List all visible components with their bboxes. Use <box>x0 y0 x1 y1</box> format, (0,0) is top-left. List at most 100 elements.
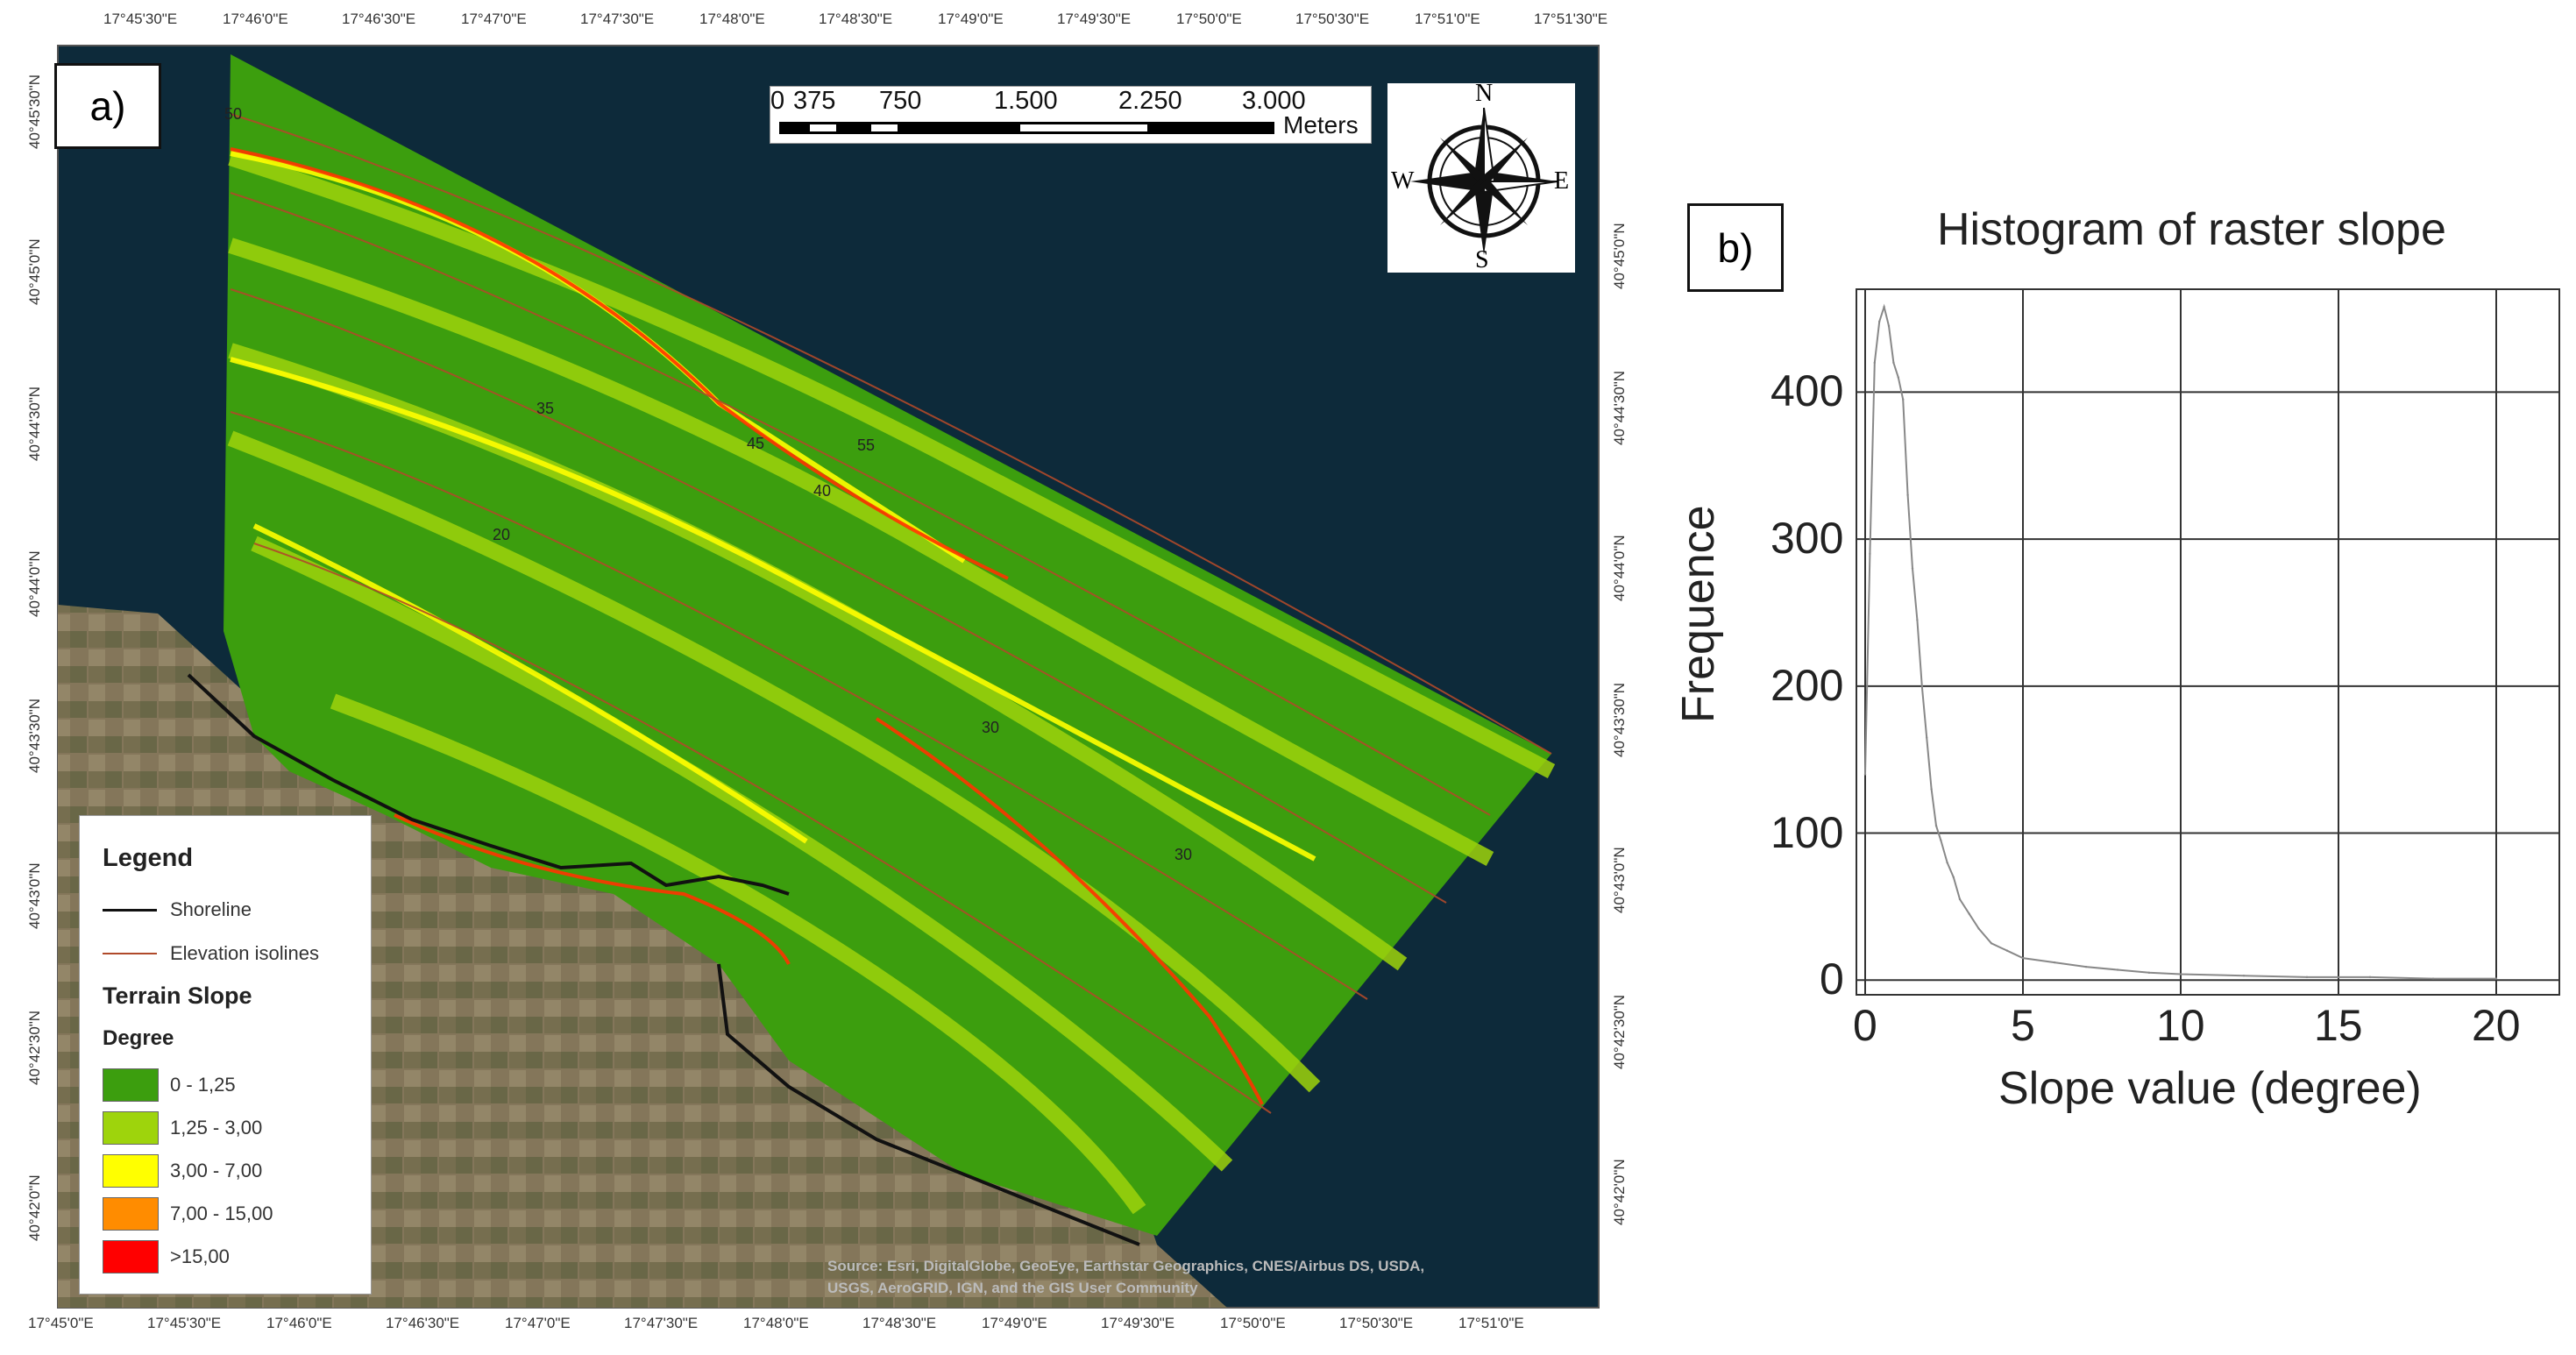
histogram-point <box>2368 975 2372 979</box>
longitude-label: 17°46'30"E <box>342 11 416 27</box>
attribution-line: Source: Esri, DigitalGlobe, GeoEye, Eart… <box>827 1258 1425 1274</box>
histogram-point <box>2084 965 2088 968</box>
histogram-point <box>2242 974 2246 977</box>
latitude-label: 40°45'0"N <box>26 238 43 305</box>
longitude-label: 17°46'0"E <box>223 11 288 27</box>
legend-class-label: 7,00 - 15,00 <box>170 1202 273 1224</box>
scale-tick: 750 <box>879 87 922 115</box>
longitude-label: 17°50'0"E <box>1176 11 1242 27</box>
histogram-point <box>1878 320 1881 323</box>
scale-tick: 1.500 <box>994 87 1058 115</box>
isoline-label: 35 <box>536 400 555 417</box>
longitude-label: 17°49'0"E <box>938 11 1004 27</box>
y-axis-label: Frequence <box>1673 505 1724 723</box>
scale-tick: 0 <box>770 87 785 115</box>
isoline-label: 55 <box>857 436 876 454</box>
compass-north: N <box>1475 80 1494 107</box>
latitude-label: 40°42'30"N <box>26 1010 43 1085</box>
map-legend: Legend Shoreline Elevation isolines Terr… <box>79 815 372 1295</box>
compass-west: W <box>1391 167 1415 195</box>
latitude-label: 40°42'0"N <box>26 1174 43 1241</box>
latitude-label: 40°44'30"N <box>26 386 43 461</box>
x-tick-label: 10 <box>2156 1001 2205 1050</box>
longitude-label: 17°50'30"E <box>1295 11 1370 27</box>
histogram-point <box>1990 942 1993 945</box>
y-tick-label: 300 <box>1771 514 1844 564</box>
histogram-point <box>2494 977 2498 980</box>
panel-label: a) <box>54 63 161 149</box>
histogram-point <box>1952 876 1955 879</box>
longitude-label: 17°51'0"E <box>1458 1315 1524 1331</box>
histogram-point <box>1883 305 1885 309</box>
legend-swatch-2 <box>103 1154 159 1188</box>
histogram-point <box>1977 927 1980 930</box>
y-tick-label: 200 <box>1771 660 1844 710</box>
isoline-label: 20 <box>493 526 511 543</box>
longitude-label: 17°50'0"E <box>1220 1315 1286 1331</box>
compass-south: S <box>1475 246 1489 273</box>
histogram-point <box>1887 324 1891 328</box>
scale-bar-graphic <box>779 122 1274 134</box>
latitude-label: 40°43'0"N <box>26 862 43 929</box>
attribution-line: USGS, AeroGRID, IGN, and the GIS User Co… <box>827 1280 1198 1296</box>
histogram-point <box>2005 949 2009 952</box>
longitude-label: 17°48'30"E <box>819 11 893 27</box>
histogram-point <box>1911 567 1914 570</box>
longitude-label: 17°49'0"E <box>982 1315 1047 1331</box>
legend-swatch-4 <box>103 1240 159 1273</box>
histogram-point <box>2431 977 2435 980</box>
legend-shoreline: Shoreline <box>170 898 252 920</box>
shoreline <box>187 673 1140 1246</box>
scale-bar: 0 375 750 1.500 2.250 3.000 Meters <box>770 86 1372 144</box>
longitude-label: 17°45'0"E <box>28 1315 94 1331</box>
histogram-point <box>1940 839 1942 842</box>
longitude-label: 17°48'30"E <box>862 1315 937 1331</box>
histogram-point <box>1897 376 1899 379</box>
histogram-point <box>1873 361 1876 365</box>
latitude-label: 40°42'0"N <box>1611 1159 1628 1225</box>
latitude-label: 40°42'30"N <box>1611 994 1628 1069</box>
plot-area <box>1856 288 2560 996</box>
legend-class-label: 3,00 - 7,00 <box>170 1160 263 1181</box>
isoline-label: 30 <box>1174 846 1193 863</box>
panel-label: b) <box>1687 203 1784 292</box>
map-attribution: Source: Esri, DigitalGlobe, GeoEye, Eart… <box>827 1255 1564 1299</box>
isoline-label: 30 <box>982 719 1000 736</box>
longitude-label: 17°51'0"E <box>1415 11 1480 27</box>
longitude-label: 17°46'30"E <box>386 1315 460 1331</box>
legend-title: Legend <box>103 844 194 872</box>
y-tick-label: 0 <box>1820 954 1844 1004</box>
histogram-point <box>1906 493 1909 496</box>
legend-class-label: 0 - 1,25 <box>170 1074 236 1096</box>
histogram-point <box>1902 398 1905 401</box>
x-axis-label: Slope value (degree) <box>1998 1063 2422 1114</box>
longitude-label: 17°51'30"E <box>1534 11 1608 27</box>
histogram-point <box>1892 361 1895 365</box>
legend-swatch-3 <box>103 1197 159 1231</box>
longitude-label: 17°49'30"E <box>1057 11 1132 27</box>
longitude-label: 17°50'30"E <box>1339 1315 1414 1331</box>
longitude-label: 17°47'30"E <box>624 1315 699 1331</box>
shoreline-symbol <box>103 909 157 912</box>
x-tick-label: 20 <box>2472 1001 2521 1050</box>
histogram-point <box>1920 685 1923 688</box>
x-tick-label: 15 <box>2314 1001 2363 1050</box>
latitude-label: 40°43'30"N <box>26 698 43 773</box>
latitude-label: 40°45'0"N <box>1611 223 1628 289</box>
compass-east: E <box>1554 167 1570 195</box>
legend-unit: Degree <box>103 1026 174 1050</box>
latitude-label: 40°44'30"N <box>1611 370 1628 445</box>
legend-swatch-1 <box>103 1111 159 1145</box>
map-canvas <box>57 45 1600 1309</box>
histogram-point <box>2053 961 2056 964</box>
longitude-label: 17°47'0"E <box>505 1315 571 1331</box>
latitude-label: 40°43'30"N <box>1611 682 1628 757</box>
isoline-symbol <box>103 953 157 954</box>
x-tick-label: 5 <box>2011 1001 2035 1050</box>
y-tick-label: 100 <box>1771 807 1844 857</box>
longitude-label: 17°47'30"E <box>580 11 655 27</box>
histogram-point <box>1934 824 1938 827</box>
histogram-point <box>1968 912 1970 915</box>
isoline-label: 45 <box>747 435 765 452</box>
latitude-label: 40°44'0"N <box>1611 535 1628 601</box>
